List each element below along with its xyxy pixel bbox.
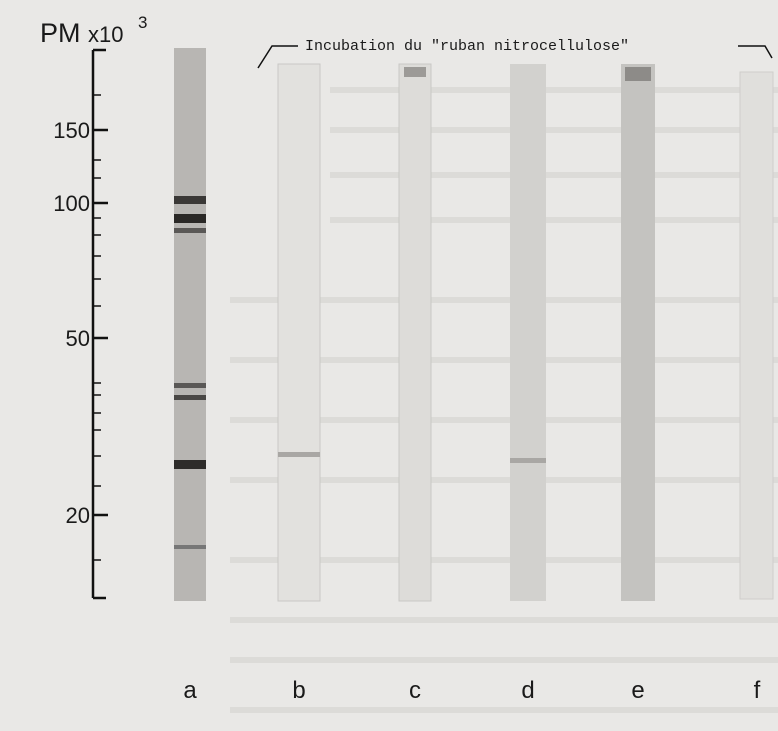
bands [174,67,651,549]
lane-label: f [754,677,761,704]
lane-strip [174,48,206,601]
axis-label: PM [40,18,81,48]
lane-label: a [183,677,197,704]
lane-strip [398,63,432,602]
lane-labels: a b c d e f [183,677,760,704]
major-ticks: 150 100 50 20 [53,118,108,528]
lanes [174,48,774,602]
lane-label: d [521,677,534,704]
header: Incubation du "ruban nitrocellulose" [305,38,629,55]
lane-strip [739,71,774,600]
minor-ticks [93,94,101,561]
tick-label: 20 [66,503,90,528]
axis-unit: x10 [88,22,123,47]
axis-exponent: 3 [138,13,147,32]
lane-label: b [292,677,305,704]
lane-label: c [409,677,421,704]
lane-strip [510,64,546,601]
lane-strip [277,63,321,602]
tick-label: 50 [66,326,90,351]
axis [91,48,106,600]
header-bracket [257,45,773,69]
lane-strip [621,64,655,601]
lane-label: e [631,677,644,704]
tick-label: 150 [53,118,90,143]
tick-label: 100 [53,191,90,216]
